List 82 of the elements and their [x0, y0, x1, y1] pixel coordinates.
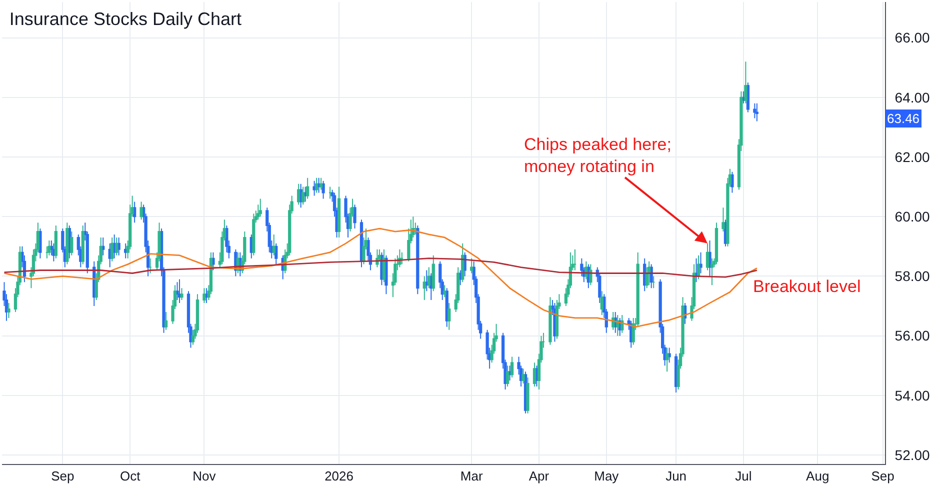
candlestick	[140, 201, 143, 220]
y-tick-label: 60.00	[894, 208, 930, 225]
x-tick-label: Jun	[666, 468, 687, 484]
candlestick	[178, 278, 182, 304]
candlestick	[176, 282, 179, 301]
candlestick	[526, 377, 530, 414]
candlestick	[665, 347, 669, 372]
candlestick	[48, 240, 51, 256]
candlestick	[38, 228, 42, 259]
candlestick	[382, 248, 386, 283]
y-tick-label: 58.00	[894, 268, 930, 284]
x-tick-label: Mar	[460, 468, 484, 484]
candlestick	[448, 302, 451, 330]
candlestick	[730, 171, 734, 194]
candlestick	[52, 242, 56, 262]
candlestick	[124, 242, 128, 259]
candlestick	[416, 225, 420, 295]
candlestick	[102, 236, 105, 256]
candlestick	[314, 177, 318, 194]
candlestick	[212, 252, 215, 271]
candlestick	[714, 222, 718, 265]
y-tick-label: 52.00	[894, 446, 930, 463]
candlestick	[319, 177, 323, 190]
candlestick	[400, 252, 404, 265]
candlestick	[117, 236, 120, 256]
candlestick	[573, 248, 577, 271]
y-tick-label: 66.00	[894, 30, 930, 46]
x-tick-label: Jul	[735, 468, 752, 484]
candlestick	[753, 102, 756, 119]
line-series	[4, 258, 758, 278]
candlestick	[81, 225, 84, 265]
candlestick	[148, 258, 152, 274]
x-tick-label: Oct	[120, 468, 141, 484]
y-tick-label: 64.00	[894, 89, 930, 106]
annotation: Chips peaked here; money rotating in	[524, 135, 672, 176]
candlestick	[54, 225, 58, 259]
candlestick	[312, 180, 316, 196]
candlestick	[443, 284, 446, 298]
x-tick-label: Sep	[871, 468, 894, 484]
candlestick	[337, 186, 341, 238]
candlestick	[7, 302, 10, 318]
candlestick	[258, 198, 262, 218]
candlestick	[636, 252, 640, 328]
candlestick	[668, 347, 671, 364]
candlestick	[548, 296, 552, 346]
annotation: Breakout level	[753, 277, 861, 296]
candlestick	[180, 288, 184, 301]
candlestick	[272, 234, 276, 256]
candlestick	[755, 102, 758, 122]
x-tick-label: Apr	[528, 468, 550, 484]
candlestick	[133, 201, 136, 224]
y-tick-label: 56.00	[894, 328, 930, 344]
candlestick	[353, 204, 356, 230]
x-tick-label: Aug	[806, 468, 830, 484]
candlestick	[252, 213, 256, 256]
x-tick-label: Nov	[192, 468, 216, 484]
candlestick	[164, 311, 168, 330]
candlestick	[508, 365, 512, 382]
candlestick	[699, 252, 702, 274]
candlestick	[297, 183, 300, 206]
x-tick-label: May	[594, 468, 620, 484]
candlestick	[522, 368, 525, 384]
candlestick	[652, 276, 656, 289]
candlestick	[632, 317, 635, 346]
x-tick-label: Sep	[51, 468, 74, 484]
candlestick	[470, 258, 474, 274]
candlestick	[648, 260, 651, 286]
candlestick	[66, 222, 69, 265]
y-tick-label: 62.00	[894, 148, 930, 165]
candlestick	[425, 270, 428, 292]
candlestick	[432, 254, 435, 292]
candlestick	[600, 290, 604, 316]
candlestick	[322, 180, 325, 200]
text: 63.46	[887, 111, 920, 126]
x-tick-label: 2026	[324, 468, 354, 484]
candlestick	[328, 186, 332, 200]
candlestick	[317, 177, 320, 194]
candlestick	[708, 240, 712, 277]
candlestick	[694, 258, 698, 283]
candlestick	[110, 236, 114, 262]
y-tick-label: 54.00	[894, 387, 930, 404]
chart-title: Insurance Stocks Daily Chart	[9, 9, 242, 30]
